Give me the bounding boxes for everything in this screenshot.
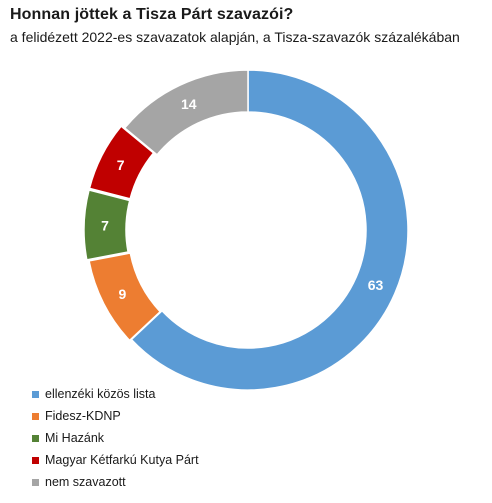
legend-label: nem szavazott bbox=[45, 475, 126, 489]
slice-fidesz bbox=[88, 252, 162, 342]
legend-item-mi-hazank: Mi Hazánk bbox=[32, 427, 199, 449]
legend-label: Fidesz-KDNP bbox=[45, 409, 121, 423]
data-label-mkkp: 7 bbox=[117, 157, 125, 173]
legend-label: Mi Hazánk bbox=[45, 431, 105, 445]
legend-swatch bbox=[32, 456, 39, 464]
legend-item-fidesz: Fidesz-KDNP bbox=[32, 405, 199, 427]
chart-subtitle: a felidézett 2022-es szavazatok alapján,… bbox=[10, 29, 460, 45]
legend-item-mkkp: Magyar Kétfarkú Kutya Párt bbox=[32, 449, 199, 471]
data-label-nem-szavazott: 14 bbox=[181, 96, 197, 112]
legend-swatch bbox=[32, 412, 39, 420]
legend-item-ellenzeki: ellenzéki közös lista bbox=[32, 383, 199, 405]
slice-mkkp bbox=[88, 125, 155, 200]
legend-swatch bbox=[32, 434, 39, 442]
legend-swatch bbox=[32, 478, 39, 486]
legend-label: ellenzéki közös lista bbox=[45, 387, 156, 401]
slice-nem-szavazott bbox=[123, 69, 249, 156]
data-label-ellenzeki: 63 bbox=[368, 277, 384, 293]
donut-data-labels: 63 9 7 7 14 bbox=[101, 96, 383, 302]
slice-mi-hazank bbox=[83, 189, 131, 261]
chart-legend: ellenzéki közös lista Fidesz-KDNP Mi Haz… bbox=[32, 383, 199, 493]
donut-slices bbox=[83, 69, 409, 391]
slice-ellenzeki bbox=[130, 69, 409, 391]
data-label-fidesz: 9 bbox=[118, 286, 126, 302]
chart-title: Honnan jöttek a Tisza Párt szavazói? bbox=[10, 6, 294, 23]
legend-item-nem-szavazott: nem szavazott bbox=[32, 471, 199, 493]
legend-swatch bbox=[32, 390, 39, 398]
legend-label: Magyar Kétfarkú Kutya Párt bbox=[45, 453, 199, 467]
data-label-mi-hazank: 7 bbox=[101, 218, 109, 234]
